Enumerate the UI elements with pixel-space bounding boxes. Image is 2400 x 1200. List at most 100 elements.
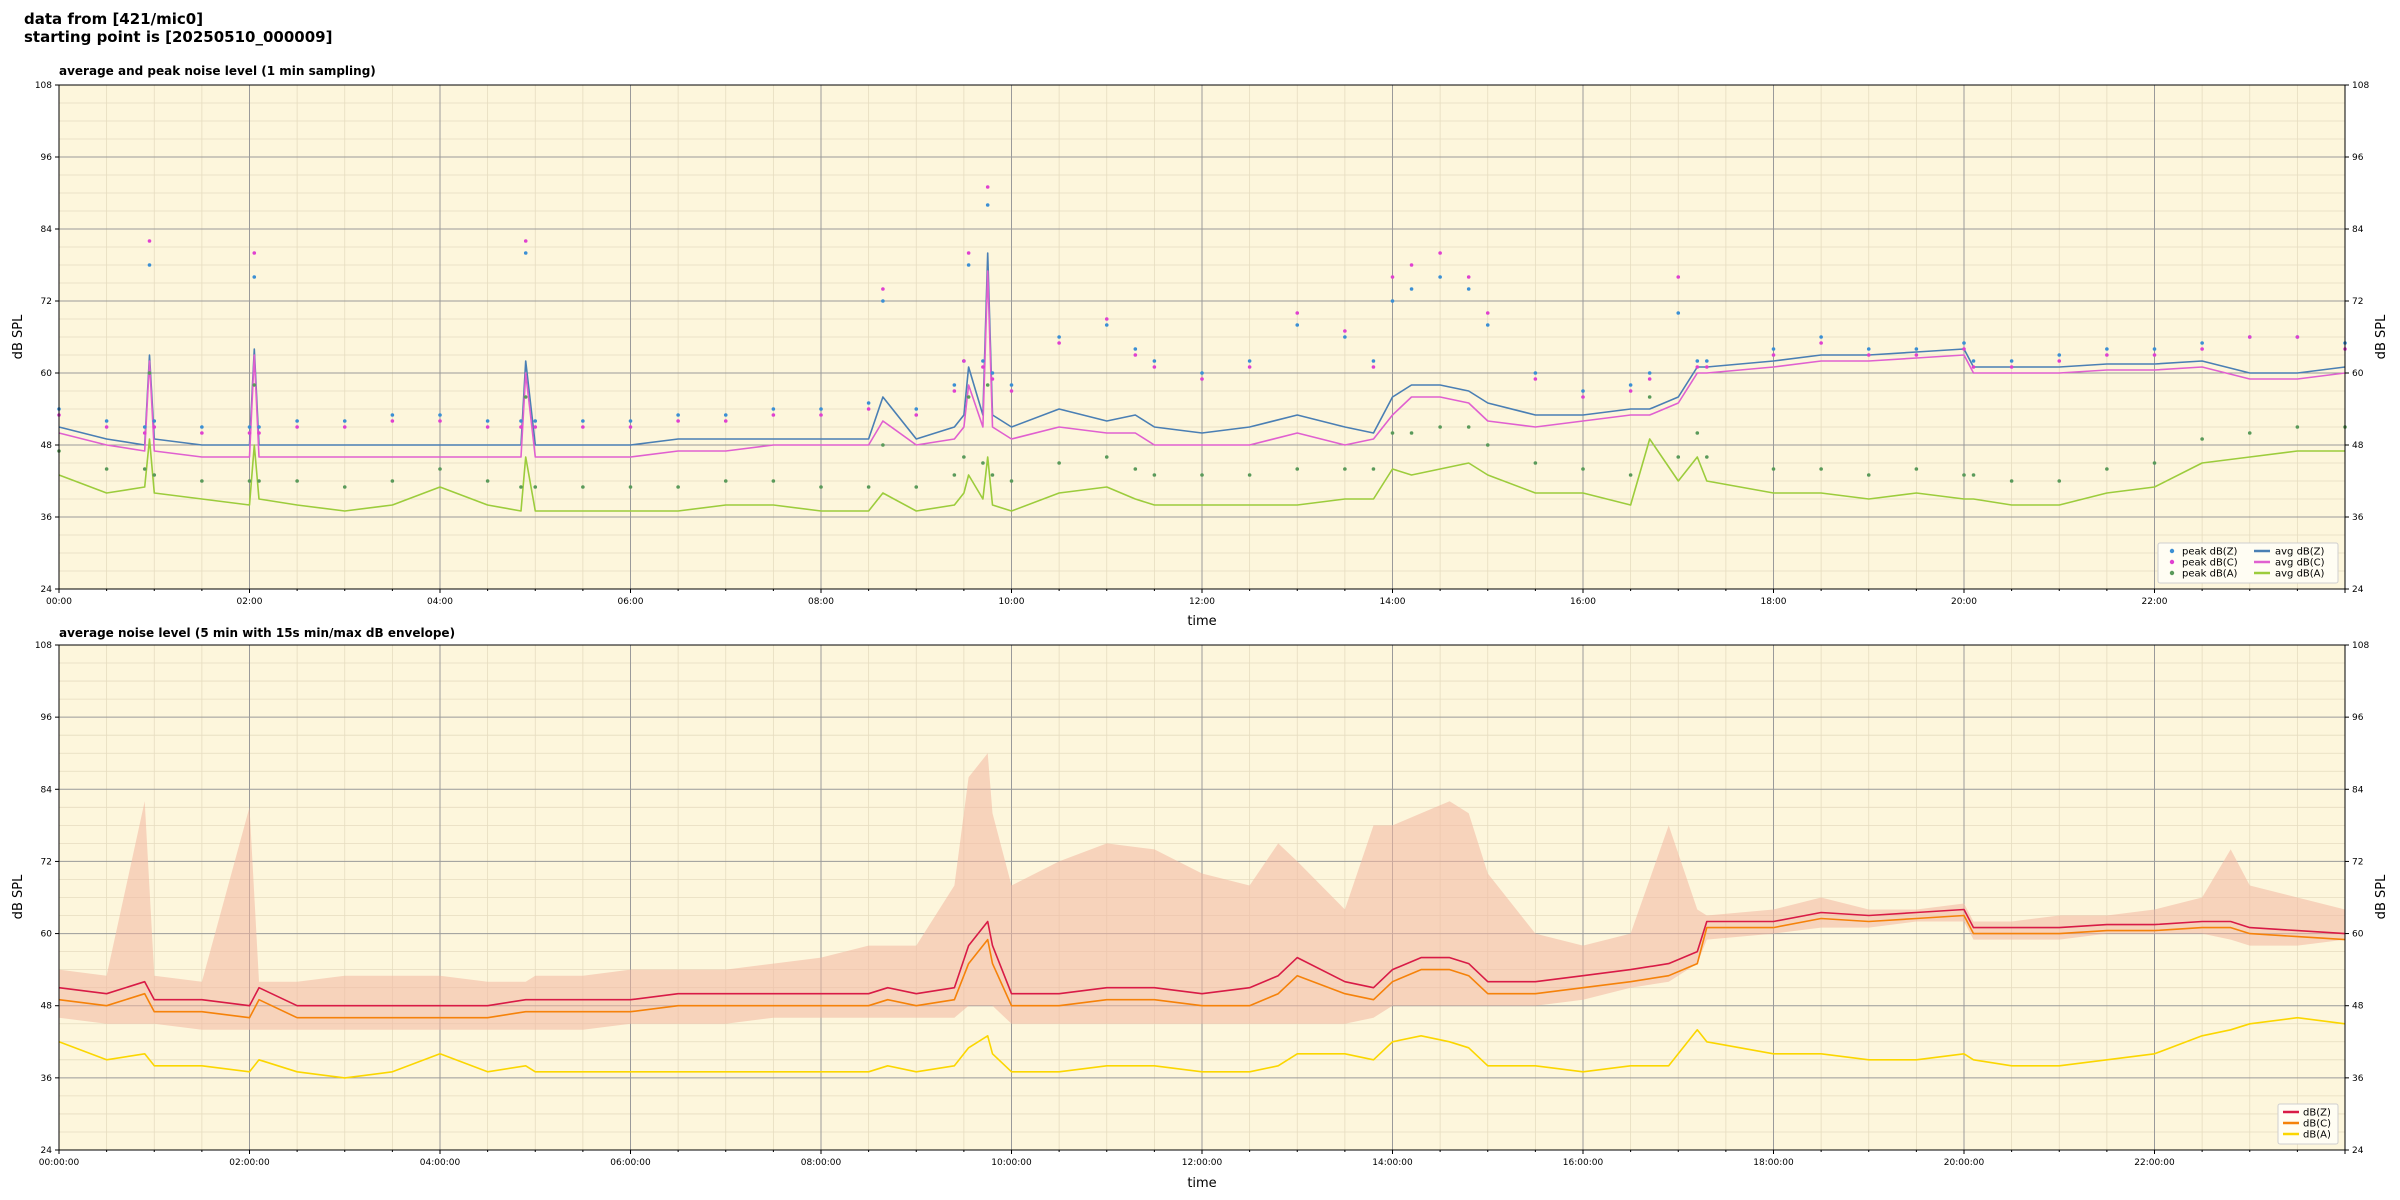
point-peak-db-z xyxy=(1485,323,1490,327)
point-peak-db-a xyxy=(952,473,957,477)
x-tick-label: 02:00 xyxy=(237,597,263,607)
point-peak-db-z xyxy=(1695,359,1700,363)
source-line: data from [421/mic0] xyxy=(24,10,204,28)
chart-1-series xyxy=(57,185,2347,512)
point-peak-db-z xyxy=(1466,287,1471,291)
chart-2-xlabel: time xyxy=(1187,1176,1216,1191)
y-tick-label-left: 108 xyxy=(35,81,52,91)
y-tick-label-right: 108 xyxy=(2352,641,2369,651)
point-peak-db-a xyxy=(1009,479,1014,483)
point-peak-db-c xyxy=(1466,275,1471,279)
point-peak-db-a xyxy=(2009,479,2014,483)
point-peak-db-z xyxy=(104,419,109,423)
point-peak-db-z xyxy=(1057,335,1061,339)
point-peak-db-c xyxy=(962,359,966,363)
chart-1-ylabel-right: dB SPL xyxy=(2374,314,2389,359)
legend-label-db-a: dB(A) xyxy=(2303,1130,2331,1141)
point-peak-db-a xyxy=(519,485,523,489)
point-peak-db-z xyxy=(1533,371,1538,375)
point-peak-db-a xyxy=(981,461,985,465)
x-tick-label: 16:00:00 xyxy=(1563,1158,1604,1168)
point-peak-db-z xyxy=(1009,383,1014,387)
point-peak-db-z xyxy=(819,407,823,411)
point-peak-db-c xyxy=(533,425,538,429)
x-tick-label: 06:00 xyxy=(618,597,644,607)
chart-1-xlabel: time xyxy=(1187,614,1216,629)
legend-label-avg-db-z: avg dB(Z) xyxy=(2275,547,2325,558)
x-tick-label: 02:00:00 xyxy=(229,1158,270,1168)
point-peak-db-a xyxy=(1057,461,1061,465)
point-peak-db-z xyxy=(981,359,985,363)
y-tick-label-right: 72 xyxy=(2352,857,2363,867)
legend-label-db-c: dB(C) xyxy=(2303,1119,2331,1130)
point-peak-db-a xyxy=(1866,473,1871,477)
point-peak-db-c xyxy=(247,431,252,435)
point-peak-db-a xyxy=(152,473,157,477)
y-tick-label-left: 36 xyxy=(41,513,53,523)
point-peak-db-c xyxy=(2105,353,2109,357)
y-tick-label-left: 72 xyxy=(41,857,52,867)
legend-label-peak-db-a: peak dB(A) xyxy=(2182,569,2238,580)
point-peak-db-c xyxy=(295,425,299,429)
x-tick-label: 20:00 xyxy=(1951,597,1977,607)
y-tick-label-right: 48 xyxy=(2352,441,2364,451)
x-tick-label: 10:00:00 xyxy=(991,1158,1032,1168)
x-tick-label: 16:00 xyxy=(1570,597,1596,607)
point-peak-db-c xyxy=(1104,317,1109,321)
point-peak-db-c xyxy=(257,431,261,435)
chart-2-ylabel-right: dB SPL xyxy=(2374,874,2389,919)
point-peak-db-a xyxy=(390,479,395,483)
point-peak-db-z xyxy=(152,419,157,423)
point-peak-db-z xyxy=(1771,347,1776,351)
point-peak-db-z xyxy=(1962,341,1966,345)
y-tick-label-left: 24 xyxy=(41,1146,53,1156)
y-tick-label-right: 72 xyxy=(2352,297,2363,307)
point-peak-db-z xyxy=(676,413,680,417)
x-tick-label: 08:00:00 xyxy=(801,1158,842,1168)
point-peak-db-a xyxy=(866,485,871,489)
point-peak-db-a xyxy=(1466,425,1471,429)
point-peak-db-c xyxy=(2295,335,2300,339)
point-peak-db-a xyxy=(252,383,257,387)
point-peak-db-z xyxy=(2200,341,2204,345)
point-peak-db-z xyxy=(1390,299,1395,303)
point-peak-db-c xyxy=(200,431,204,435)
y-tick-label-right: 96 xyxy=(2352,153,2364,163)
chart-1-ylabel-left: dB SPL xyxy=(11,314,26,359)
point-peak-db-a xyxy=(1438,425,1442,429)
x-tick-label: 12:00:00 xyxy=(1182,1158,1223,1168)
x-tick-label: 18:00 xyxy=(1761,597,1787,607)
point-peak-db-a xyxy=(1133,467,1138,471)
point-peak-db-z xyxy=(1152,359,1157,363)
y-tick-label-left: 48 xyxy=(41,1002,53,1012)
point-peak-db-c xyxy=(1485,311,1490,315)
point-peak-db-a xyxy=(2057,479,2062,483)
point-peak-db-z xyxy=(1628,383,1633,387)
point-peak-db-c xyxy=(966,251,971,255)
point-peak-db-c xyxy=(485,425,490,429)
y-tick-label-right: 84 xyxy=(2352,225,2364,235)
y-tick-label-left: 24 xyxy=(41,585,53,595)
point-peak-db-c xyxy=(1581,395,1585,399)
point-peak-db-a xyxy=(1247,473,1252,477)
point-peak-db-a xyxy=(771,479,776,483)
line-db-c xyxy=(58,914,2346,1019)
legend-label-peak-db-c: peak dB(C) xyxy=(2182,558,2238,569)
point-peak-db-z xyxy=(985,203,990,207)
line-avg-db-a xyxy=(58,438,2345,512)
point-peak-db-z xyxy=(2057,353,2062,357)
point-peak-db-c xyxy=(914,413,919,417)
point-peak-db-c xyxy=(952,389,957,393)
x-tick-label: 00:00 xyxy=(46,597,72,607)
point-peak-db-c xyxy=(1971,365,1976,369)
y-tick-label-right: 48 xyxy=(2352,1002,2364,1012)
point-peak-db-z xyxy=(200,425,204,429)
point-peak-db-c xyxy=(519,425,523,429)
point-peak-db-c xyxy=(152,425,157,429)
point-peak-db-c xyxy=(2200,347,2204,351)
point-peak-db-c xyxy=(1247,365,1252,369)
point-peak-db-a xyxy=(523,395,528,399)
y-tick-label-left: 36 xyxy=(41,1074,53,1084)
point-peak-db-z xyxy=(295,419,299,423)
